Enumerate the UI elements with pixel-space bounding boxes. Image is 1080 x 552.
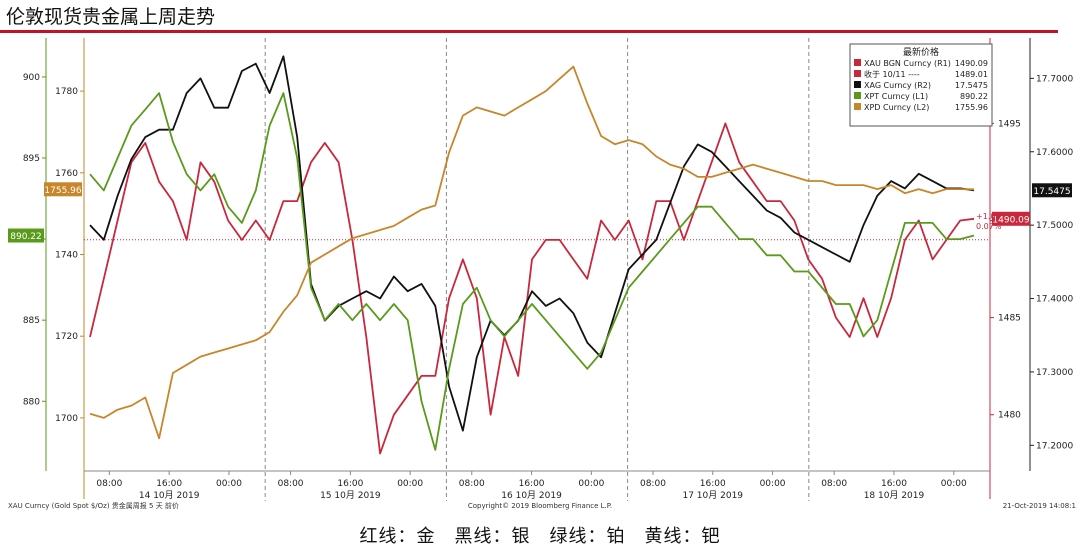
x-time-label: 08:00 bbox=[640, 479, 666, 489]
current-value-label-l2: 1755.96 bbox=[44, 186, 81, 196]
legend-swatch bbox=[854, 81, 861, 88]
x-time-label: 00:00 bbox=[216, 479, 242, 489]
x-time-label: 16:00 bbox=[337, 479, 363, 489]
legend-swatch bbox=[854, 103, 861, 110]
legend-swatch bbox=[854, 92, 861, 99]
x-date-label: 15 10月 2019 bbox=[320, 490, 381, 501]
x-time-label: 08:00 bbox=[821, 479, 847, 489]
series-line-l1 bbox=[89, 92, 975, 451]
title-rule bbox=[0, 30, 1058, 33]
legend-series-name: XPD Curncy (L2) bbox=[864, 103, 929, 112]
series-line-l2 bbox=[89, 65, 975, 440]
tick-label-l1: 880 bbox=[23, 397, 40, 407]
x-time-label: 08:00 bbox=[96, 479, 122, 489]
tick-label-l2: 1740 bbox=[55, 251, 78, 261]
x-date-label: 14 10月 2019 bbox=[139, 490, 200, 501]
current-value-box-r2 bbox=[1032, 183, 1072, 198]
current-value-box-l1 bbox=[8, 228, 44, 243]
tick-label-l1: 885 bbox=[23, 316, 40, 326]
legend-series-name: XAU BGN Curncy (R1) bbox=[864, 59, 951, 68]
tick-label-r2: 17.3000 bbox=[1036, 368, 1073, 378]
tick-label-r2: 17.5000 bbox=[1036, 221, 1073, 231]
legend-series-name: XAG Curncy (R2) bbox=[864, 81, 931, 90]
tick-label-l2: 1780 bbox=[55, 87, 78, 97]
tick-label-r2: 17.7000 bbox=[1036, 74, 1073, 84]
x-date-label: 16 10月 2019 bbox=[501, 490, 562, 501]
tick-label-l1: 900 bbox=[23, 73, 40, 83]
legend-series-value: 1755.96 bbox=[955, 103, 988, 112]
footer-right: 21-Oct-2019 14:08:1 bbox=[1003, 502, 1076, 510]
series-lines bbox=[84, 55, 990, 455]
x-date-label: 17 10月 2019 bbox=[682, 490, 743, 501]
legend-series-value: 890.22 bbox=[960, 92, 988, 101]
legend-swatch bbox=[854, 59, 861, 66]
x-time-label: 00:00 bbox=[760, 479, 786, 489]
change-pct-label: 0.07% bbox=[976, 222, 1002, 231]
footer-center: Copyright© 2019 Bloomberg Finance L.P. bbox=[468, 502, 612, 510]
x-time-label: 00:00 bbox=[397, 479, 423, 489]
series-line-r1 bbox=[89, 122, 975, 455]
tick-label-r1: 1480 bbox=[998, 411, 1021, 421]
x-axis: 08:00 16:00 00:00 08:00 16:00 00:00 08:00 16:00… bbox=[96, 471, 967, 501]
legend-series-name: XPT Curncy (L1) bbox=[864, 92, 928, 101]
footer: XAU Curncy (Gold Spot $/Oz) 贵金属周报 5 天 前价… bbox=[8, 501, 1076, 510]
x-time-label: 00:00 bbox=[941, 479, 967, 489]
tick-label-l2: 1760 bbox=[55, 169, 78, 179]
current-value-box-r1 bbox=[992, 211, 1030, 226]
x-time-label: 08:00 bbox=[459, 479, 485, 489]
tick-label-l2: 1720 bbox=[55, 332, 78, 342]
caption: 红线：金 黑线：银 绿线：铂 黄线：钯 bbox=[359, 526, 721, 547]
x-time-label: 16:00 bbox=[881, 479, 907, 489]
tick-label-l2: 1700 bbox=[55, 414, 78, 424]
legend-box bbox=[849, 43, 993, 127]
change-label: +1.08 bbox=[976, 212, 1001, 221]
tick-label-r2: 17.6000 bbox=[1036, 148, 1073, 158]
x-time-label: 16:00 bbox=[700, 479, 726, 489]
legend-swatch bbox=[854, 70, 861, 77]
x-time-label: 16:00 bbox=[156, 479, 182, 489]
x-time-label: 08:00 bbox=[278, 479, 304, 489]
series-line-r2 bbox=[89, 55, 975, 432]
x-time-label: 16:00 bbox=[519, 479, 545, 489]
legend-series-value: 1490.09 bbox=[955, 59, 988, 68]
legend-series-value: 1489.01 bbox=[955, 70, 988, 79]
legend-title: 最新价格 bbox=[903, 46, 939, 58]
price-chart: 8808858908959001700172017401760178014801… bbox=[8, 38, 1076, 510]
current-value-box-l2 bbox=[44, 182, 82, 197]
current-value-label-r1: 1490.09 bbox=[992, 215, 1029, 225]
tick-label-r1: 1485 bbox=[998, 314, 1021, 324]
current-value-label-l1: 890.22 bbox=[10, 232, 42, 242]
legend-series-name: 收于 10/11 ---- bbox=[864, 69, 920, 79]
tick-label-r2: 17.2000 bbox=[1036, 441, 1073, 451]
legend-series-value: 17.5475 bbox=[955, 81, 988, 90]
tick-label-l1: 895 bbox=[23, 154, 40, 164]
x-time-label: 00:00 bbox=[578, 479, 604, 489]
footer-left: XAU Curncy (Gold Spot $/Oz) 贵金属周报 5 天 前价 bbox=[8, 501, 179, 510]
axes: 8808858908959001700172017401760178014801… bbox=[8, 73, 1073, 451]
x-date-label: 18 10月 2019 bbox=[864, 490, 925, 501]
tick-label-r1: 1495 bbox=[998, 119, 1021, 129]
tick-label-r2: 17.4000 bbox=[1036, 295, 1073, 305]
page-title: 伦敦现货贵金属上周走势 bbox=[6, 6, 216, 28]
current-value-label-r2: 17.5475 bbox=[1033, 187, 1070, 197]
